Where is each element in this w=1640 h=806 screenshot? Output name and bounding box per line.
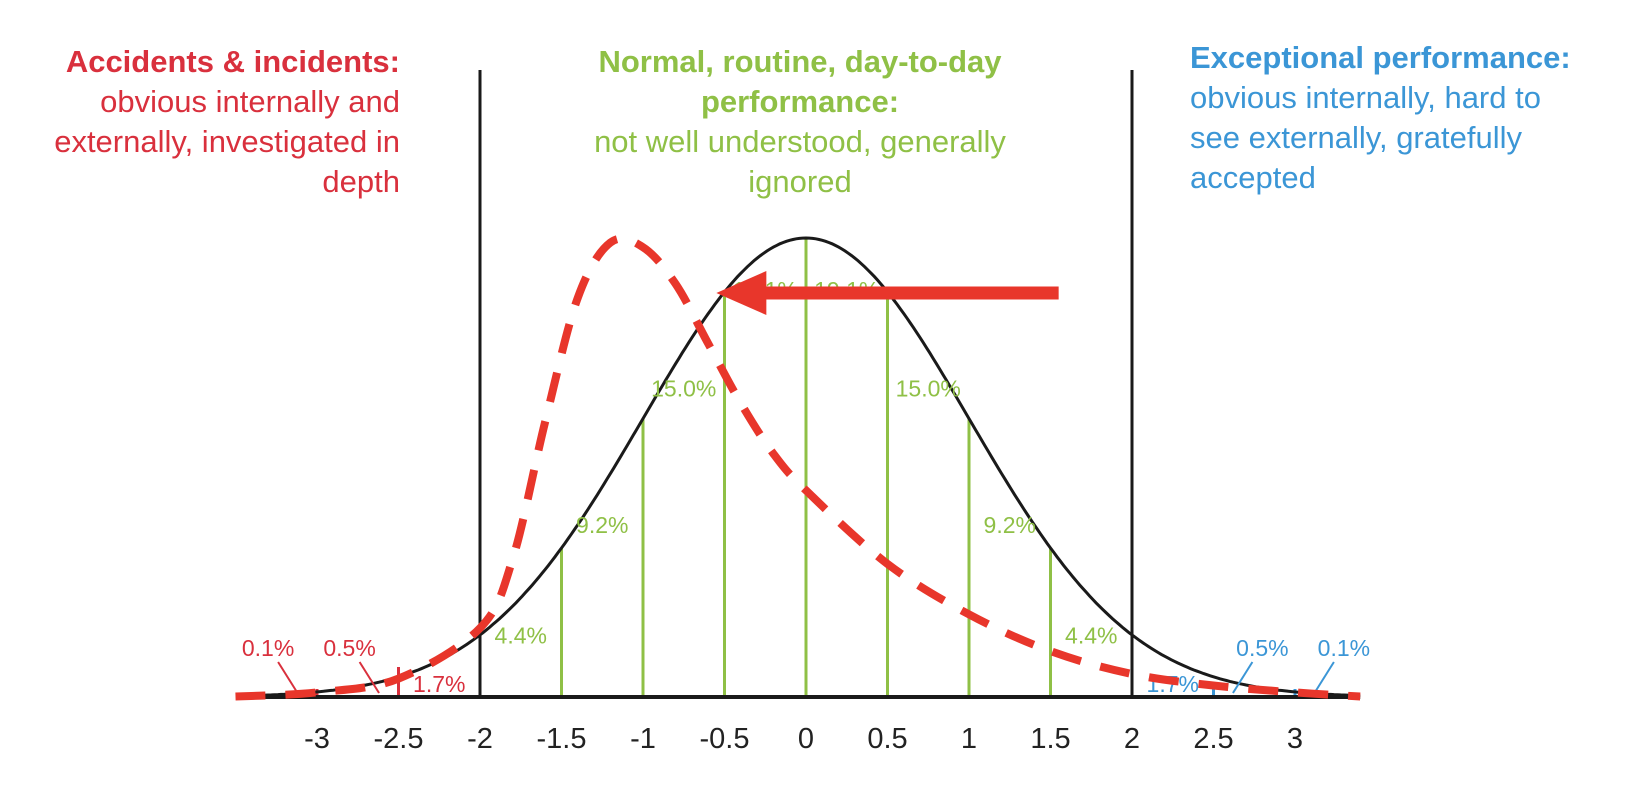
shift-arrow <box>716 271 1059 315</box>
accidents-line-2: externally, investigated in <box>54 124 400 159</box>
x-tick-label: 1 <box>961 723 977 755</box>
shifted-dashed-curve <box>235 234 1361 701</box>
x-tick-label: 0 <box>798 723 814 755</box>
zone-boundaries <box>478 70 1134 697</box>
x-tick-labels: -3 -2.5 -2 -1.5 -1 -0.5 0 0.5 1 1.5 2 2.5 3 <box>304 723 1303 755</box>
exceptional-title: Exceptional performance: <box>1190 40 1571 75</box>
x-tick-label: -2.5 <box>374 723 424 755</box>
accidents-line-3: depth <box>322 164 400 199</box>
normal-line-1: not well understood, generally <box>594 124 1006 159</box>
percentage-label: 4.4% <box>495 623 547 649</box>
segment-lines <box>315 238 1297 697</box>
percentage-label: 9.2% <box>984 512 1036 538</box>
x-tick-label: -1.5 <box>537 723 587 755</box>
exceptional-line-1: obvious internally, hard to <box>1190 80 1541 115</box>
percentage-label: 0.1% <box>1318 635 1370 661</box>
x-tick-label: -1 <box>630 723 656 755</box>
exceptional-line-2: see externally, gratefully <box>1190 120 1522 155</box>
x-tick-label: -2 <box>467 723 493 755</box>
accidents-line-1: obvious internally and <box>100 84 400 119</box>
percentage-label: 15.0% <box>896 376 961 402</box>
percentage-leader-line <box>1232 661 1254 694</box>
x-tick-label: -0.5 <box>700 723 750 755</box>
percentage-label: 9.2% <box>576 512 628 538</box>
x-tick-label: 2 <box>1124 723 1140 755</box>
percentage-leader-line <box>358 661 380 694</box>
accidents-annotation: Accidents & incidents: obvious internall… <box>0 42 400 202</box>
percentage-label: 15.0% <box>651 376 716 402</box>
percentage-label: 0.5% <box>323 635 375 661</box>
exceptional-annotation: Exceptional performance: obvious interna… <box>1190 38 1630 198</box>
normal-line-2: ignored <box>748 164 852 199</box>
percentage-leader-line <box>277 661 299 694</box>
arrow-head <box>716 271 767 315</box>
normal-title-line-1: Normal, routine, day-to-day <box>598 44 1002 79</box>
percentage-label: 0.5% <box>1236 635 1288 661</box>
percentage-label: 0.1% <box>242 635 294 661</box>
accidents-title: Accidents & incidents: <box>65 44 400 79</box>
x-tick-label: 3 <box>1287 723 1303 755</box>
normal-title-line-2: performance: <box>700 84 900 119</box>
percentage-leader-line <box>1313 661 1335 694</box>
percentage-label: 1.7% <box>413 671 465 697</box>
x-tick-label: 2.5 <box>1193 723 1233 755</box>
x-tick-label: 0.5 <box>867 723 907 755</box>
x-tick-label: -3 <box>304 723 330 755</box>
exceptional-line-3: accepted <box>1190 160 1316 195</box>
normal-performance-annotation: Normal, routine, day-to-day performance:… <box>540 42 1060 202</box>
x-tick-label: 1.5 <box>1030 723 1070 755</box>
percentage-label: 4.4% <box>1065 623 1117 649</box>
